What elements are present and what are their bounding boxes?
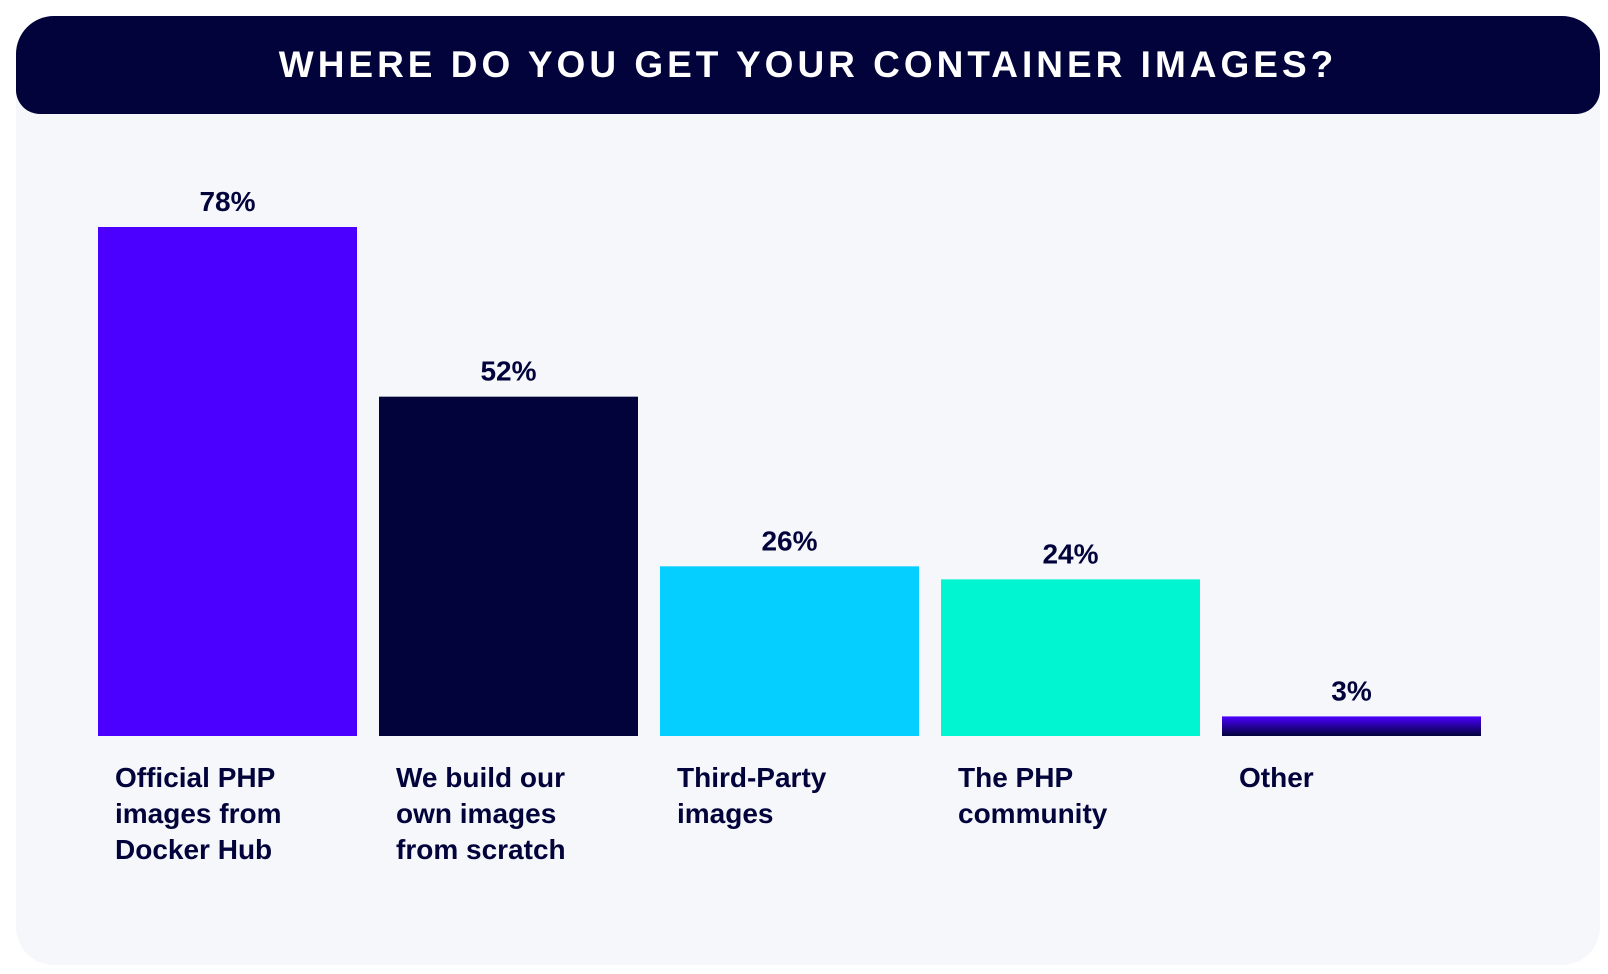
value-label-0: 78%	[199, 186, 255, 217]
value-label-2: 26%	[761, 525, 817, 556]
category-label-0: Official PHP images from Docker Hub	[115, 762, 282, 865]
category-label-line: Official PHP	[115, 762, 275, 793]
value-label-3: 24%	[1042, 538, 1098, 569]
category-label-line: from scratch	[396, 834, 566, 865]
value-label-1: 52%	[480, 356, 536, 387]
chart-header: WHERE DO YOU GET YOUR CONTAINER IMAGES?	[16, 16, 1600, 114]
bar-3	[941, 579, 1200, 736]
bars-layer: 78% Official PHP images from Docker Hub 52% W…	[98, 186, 1481, 865]
value-label-4: 3%	[1331, 675, 1372, 706]
category-label-4: Other	[1239, 762, 1314, 793]
category-label-2: Third-Party images	[677, 762, 827, 829]
category-label-line: Third-Party	[677, 762, 827, 793]
category-label-line: We build our	[396, 762, 565, 793]
category-label-3: The PHP community	[958, 762, 1108, 829]
category-label-line: own images	[396, 798, 556, 829]
category-label-line: The PHP	[958, 762, 1073, 793]
category-label-line: community	[958, 798, 1108, 829]
category-label-line: Other	[1239, 762, 1314, 793]
chart-title: WHERE DO YOU GET YOUR CONTAINER IMAGES?	[278, 44, 1338, 85]
category-label-1: We build our own images from scratch	[396, 762, 566, 865]
category-label-line: images from	[115, 798, 282, 829]
bar-2	[660, 566, 919, 736]
category-label-line: Docker Hub	[115, 834, 272, 865]
bar-1	[379, 396, 638, 736]
bar-0	[98, 227, 357, 736]
category-label-line: images	[677, 798, 774, 829]
bar-4	[1222, 716, 1481, 736]
chart-card: WHERE DO YOU GET YOUR CONTAINER IMAGES? …	[16, 16, 1600, 965]
bar-chart: 78% Official PHP images from Docker Hub 52% W…	[98, 186, 1481, 865]
